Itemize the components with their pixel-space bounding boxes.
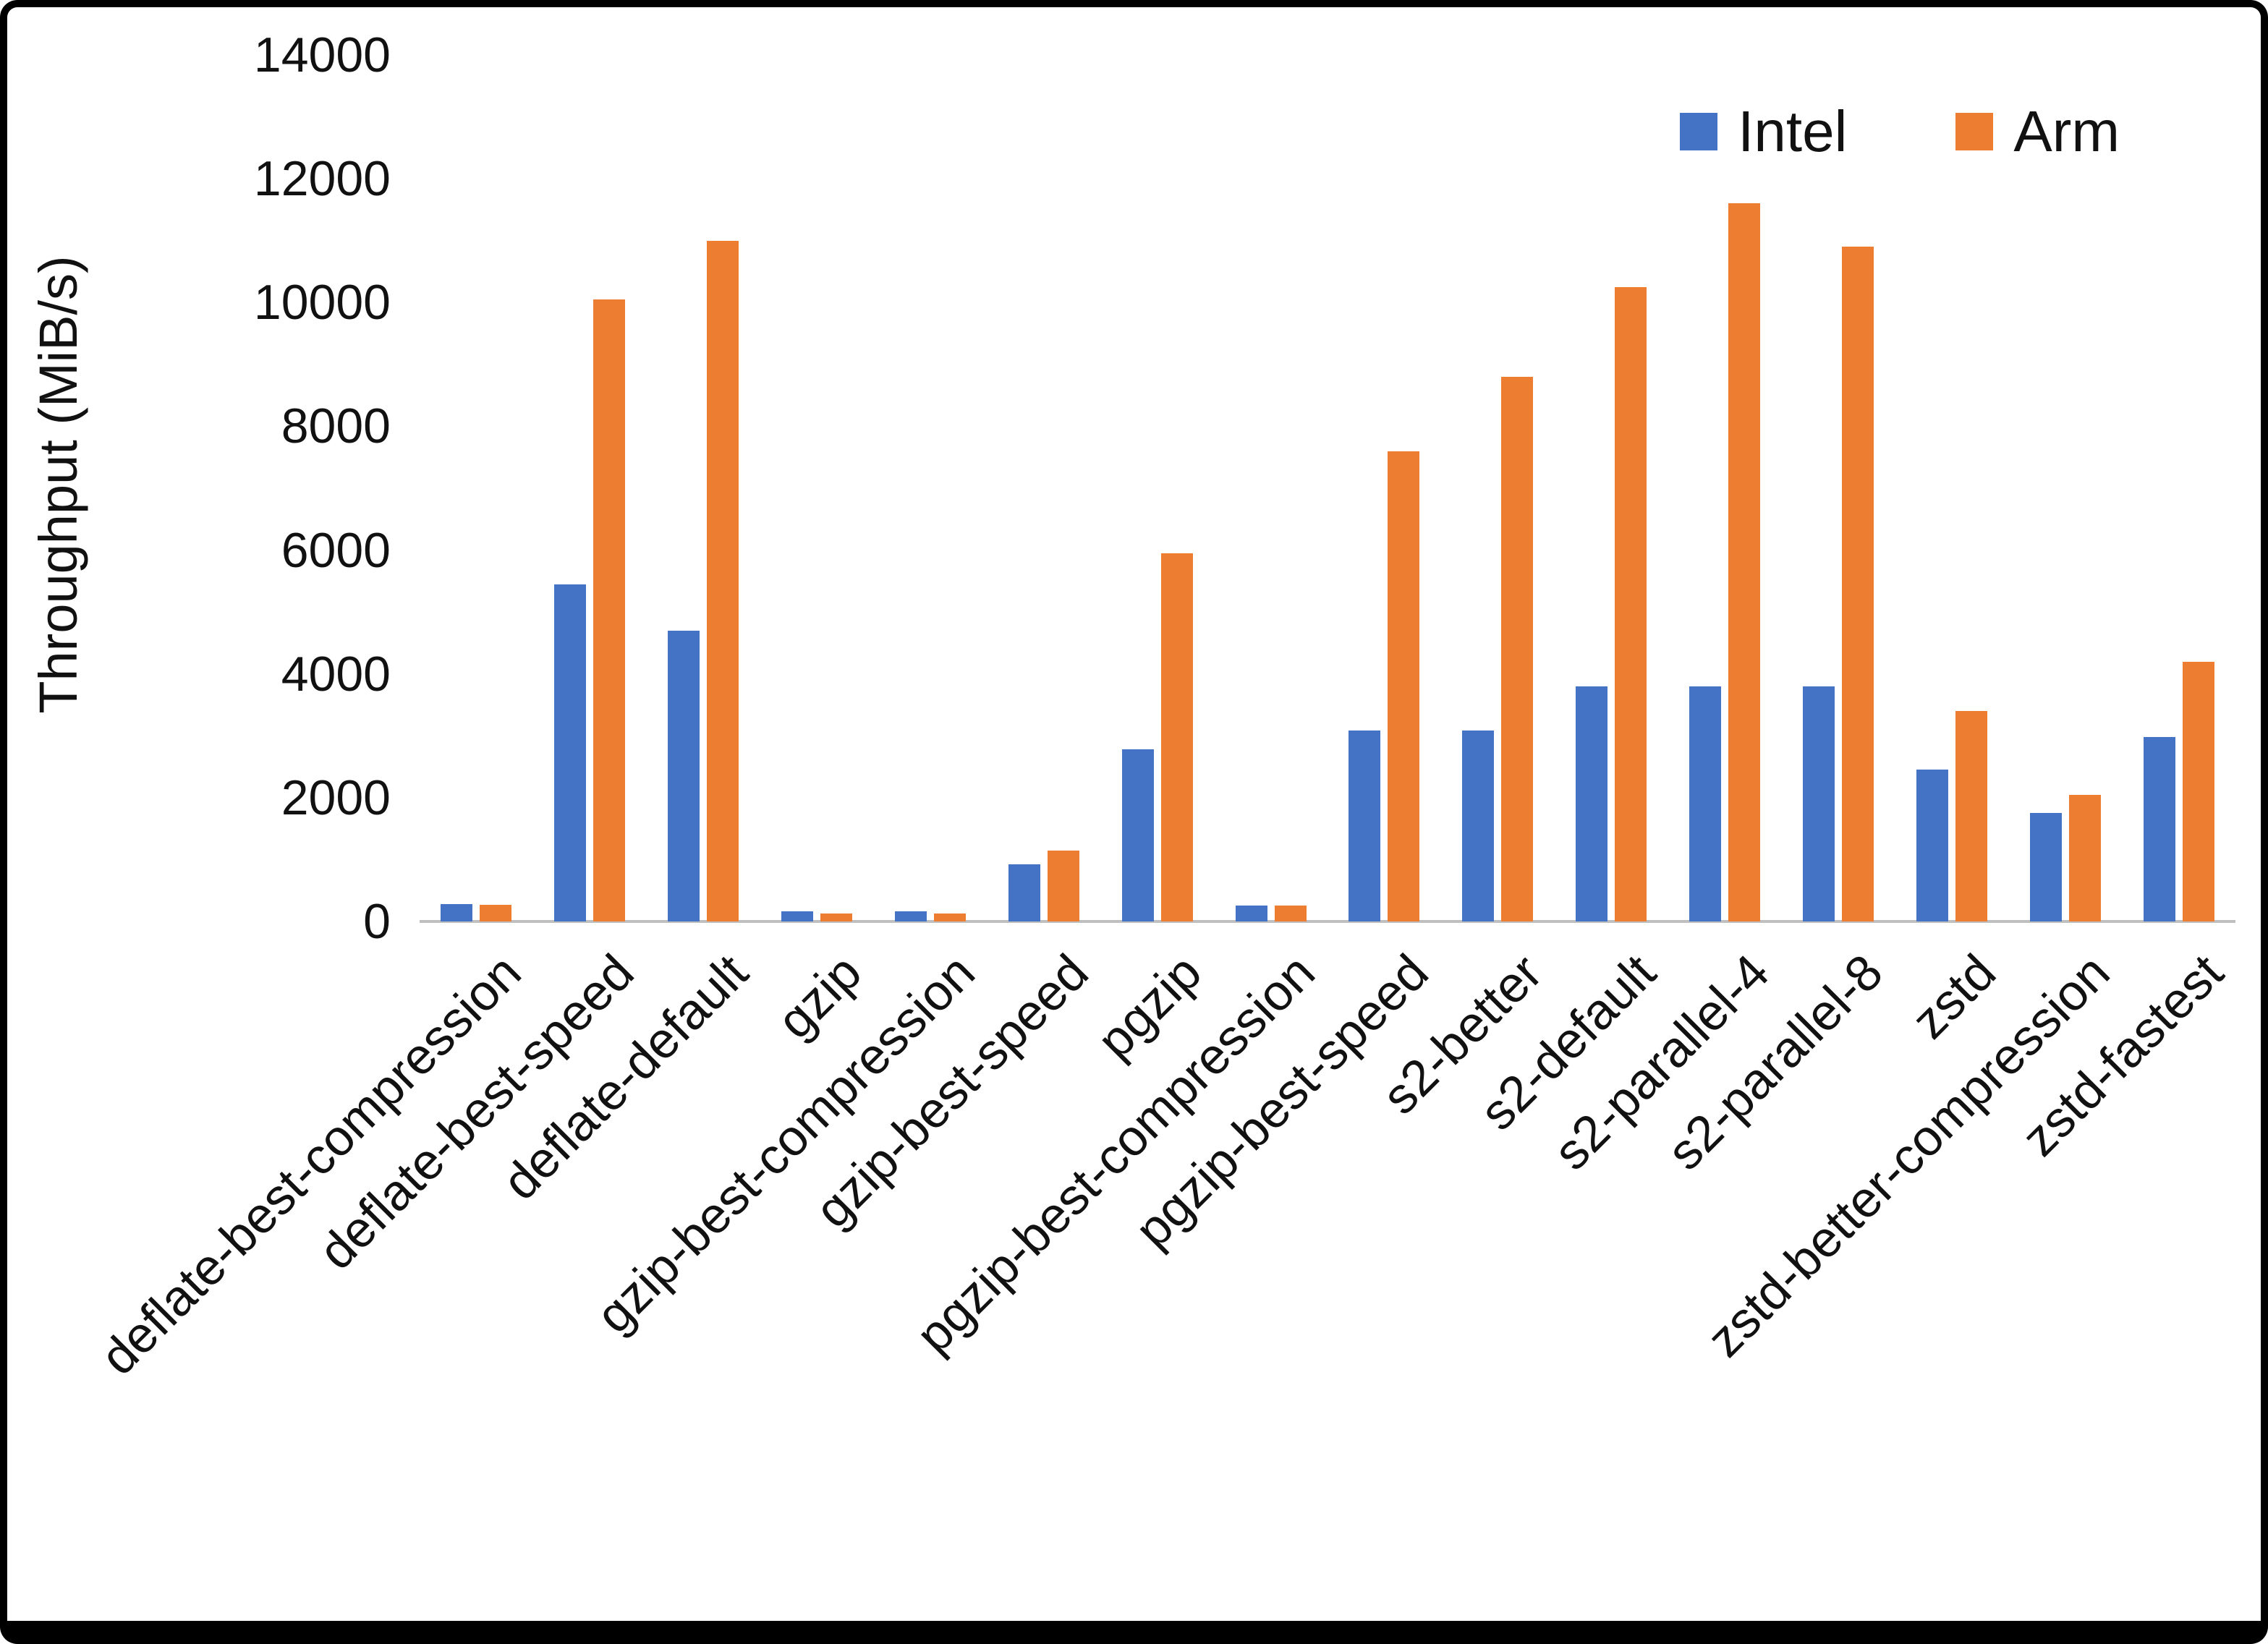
bar-arm: [707, 240, 739, 921]
bar-intel: [2029, 813, 2062, 921]
bar-intel: [781, 911, 814, 921]
y-axis-ticks: 0 2000 4000 6000 8000 10000 12000 14000: [7, 30, 391, 946]
bar-group: [760, 55, 874, 921]
bar-group: [2008, 55, 2122, 921]
bar-arm: [1615, 286, 1647, 921]
bar-arm: [1160, 553, 1193, 921]
bar-group: [1895, 55, 2008, 921]
bar-intel: [1462, 731, 1495, 921]
bar-group: [647, 55, 760, 921]
bar-arm: [820, 913, 853, 921]
y-tick-label: 10000: [253, 275, 391, 331]
y-tick-label: 4000: [281, 646, 391, 702]
bar-group: [2122, 55, 2235, 921]
bar-group: [1668, 55, 1782, 921]
bar-intel: [1916, 770, 1948, 921]
legend-swatch-intel: [1680, 113, 1718, 150]
bar-arm: [2068, 794, 2101, 921]
bar-intel: [1689, 686, 1722, 921]
bar-intel: [1349, 731, 1381, 921]
bar-intel: [1008, 864, 1040, 921]
legend-label: Arm: [2013, 99, 2120, 163]
x-axis-label: deflate-best-compression: [89, 943, 532, 1386]
bar-intel: [894, 911, 927, 921]
bar-intel: [2143, 737, 2175, 921]
bar-arm: [1728, 203, 1761, 921]
bar-group: [1328, 55, 1441, 921]
y-tick-label: 12000: [253, 151, 391, 207]
bar-arm: [1274, 905, 1307, 921]
bar-arm: [1047, 850, 1079, 921]
bar-group: [420, 55, 533, 921]
bar-group: [1214, 55, 1328, 921]
bar-arm: [1501, 376, 1534, 921]
bar-group: [1441, 55, 1555, 921]
y-tick-label: 0: [363, 894, 391, 949]
bar-intel: [1576, 686, 1608, 921]
legend-item-intel: Intel: [1680, 98, 1847, 165]
y-tick-label: 2000: [281, 770, 391, 825]
y-tick-label: 8000: [281, 399, 391, 454]
bar-arm: [2182, 661, 2214, 921]
bar-group: [987, 55, 1100, 921]
legend-label: Intel: [1738, 99, 1848, 163]
bar-group: [1782, 55, 1895, 921]
bar-arm: [1388, 451, 1420, 921]
bar-intel: [668, 630, 700, 921]
legend-swatch-arm: [1955, 113, 1994, 150]
bar-arm: [933, 913, 966, 921]
bar-arm: [480, 904, 512, 921]
bar-group: [533, 55, 647, 921]
y-tick-label: 6000: [281, 522, 391, 578]
bar-group: [1100, 55, 1214, 921]
bar-arm: [1841, 247, 1874, 921]
plot-area: Intel Arm: [420, 55, 2235, 923]
legend: Intel Arm: [1680, 98, 2120, 165]
bar-intel: [441, 904, 473, 921]
x-axis-labels: deflate-best-compression deflate-best-spe…: [7, 921, 2261, 1522]
y-tick-label: 14000: [253, 27, 391, 82]
bar-group: [874, 55, 988, 921]
bar-intel: [1235, 905, 1267, 921]
x-axis-line: [420, 920, 2235, 923]
bar-intel: [554, 584, 587, 921]
bar-arm: [593, 299, 626, 921]
bar-intel: [1802, 686, 1835, 921]
bar-group: [1555, 55, 1668, 921]
legend-item-arm: Arm: [1955, 98, 2120, 165]
bar-intel: [1121, 749, 1154, 921]
bar-arm: [1955, 711, 1987, 921]
